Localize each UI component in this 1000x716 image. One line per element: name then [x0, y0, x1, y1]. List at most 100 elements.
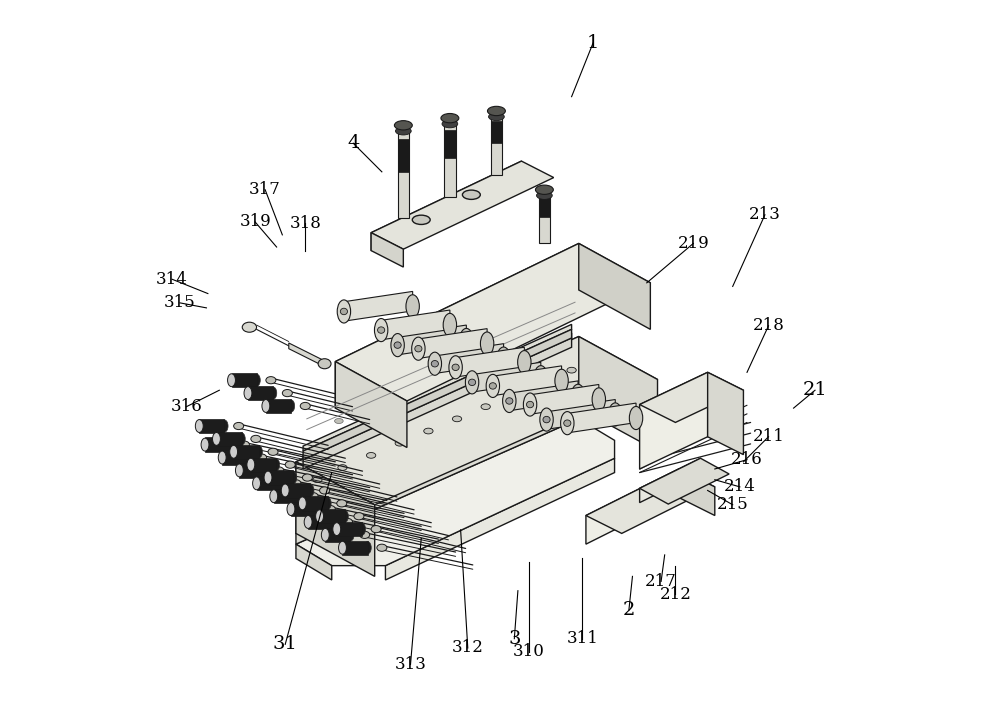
Polygon shape — [679, 469, 715, 516]
Text: 216: 216 — [731, 451, 763, 468]
Ellipse shape — [255, 445, 262, 458]
Ellipse shape — [341, 510, 348, 523]
Text: 212: 212 — [659, 586, 691, 603]
Ellipse shape — [324, 497, 331, 510]
Polygon shape — [285, 483, 310, 498]
Ellipse shape — [367, 404, 375, 408]
Ellipse shape — [503, 390, 516, 412]
Polygon shape — [539, 190, 550, 243]
Ellipse shape — [251, 435, 261, 442]
Ellipse shape — [337, 300, 351, 323]
Text: 214: 214 — [724, 478, 756, 495]
Ellipse shape — [262, 400, 270, 412]
Ellipse shape — [227, 438, 234, 451]
Polygon shape — [586, 469, 715, 533]
Ellipse shape — [320, 487, 330, 494]
Polygon shape — [303, 324, 572, 451]
Ellipse shape — [510, 341, 519, 346]
Ellipse shape — [266, 377, 276, 384]
Ellipse shape — [316, 510, 324, 523]
Polygon shape — [335, 243, 579, 408]
Ellipse shape — [300, 402, 310, 410]
Polygon shape — [456, 347, 524, 377]
Polygon shape — [232, 373, 257, 387]
Ellipse shape — [298, 497, 306, 510]
Ellipse shape — [272, 459, 280, 471]
Text: 317: 317 — [249, 181, 281, 198]
Text: 3: 3 — [508, 629, 521, 648]
Ellipse shape — [442, 120, 458, 128]
Ellipse shape — [441, 114, 459, 123]
Ellipse shape — [221, 420, 228, 432]
Polygon shape — [398, 125, 409, 218]
Ellipse shape — [218, 451, 226, 464]
Ellipse shape — [270, 387, 277, 400]
Ellipse shape — [338, 465, 347, 470]
Polygon shape — [325, 528, 350, 542]
Polygon shape — [640, 458, 700, 503]
Ellipse shape — [543, 417, 550, 422]
Ellipse shape — [474, 357, 483, 362]
Polygon shape — [435, 344, 504, 374]
Ellipse shape — [571, 384, 585, 407]
Ellipse shape — [526, 402, 534, 408]
Ellipse shape — [391, 334, 404, 357]
Ellipse shape — [234, 422, 244, 430]
Polygon shape — [320, 509, 345, 523]
Text: 219: 219 — [677, 235, 709, 252]
Polygon shape — [289, 343, 325, 367]
Text: 315: 315 — [164, 294, 196, 311]
Ellipse shape — [480, 332, 494, 355]
Polygon shape — [296, 419, 615, 566]
Ellipse shape — [242, 322, 257, 332]
Ellipse shape — [313, 503, 320, 516]
Polygon shape — [303, 333, 572, 460]
Ellipse shape — [403, 388, 411, 392]
Ellipse shape — [609, 403, 622, 426]
Text: 310: 310 — [513, 643, 545, 660]
Ellipse shape — [360, 531, 370, 538]
Ellipse shape — [462, 190, 480, 200]
Ellipse shape — [431, 361, 438, 367]
Polygon shape — [398, 325, 466, 355]
Ellipse shape — [366, 453, 376, 458]
Polygon shape — [493, 366, 562, 396]
Polygon shape — [381, 310, 450, 340]
Text: 1: 1 — [587, 34, 599, 52]
Ellipse shape — [378, 327, 385, 334]
Ellipse shape — [629, 407, 643, 430]
Ellipse shape — [538, 379, 548, 385]
Ellipse shape — [257, 454, 267, 461]
Ellipse shape — [244, 387, 252, 400]
Ellipse shape — [235, 464, 243, 477]
Ellipse shape — [308, 493, 318, 500]
Polygon shape — [579, 337, 658, 451]
Ellipse shape — [412, 337, 425, 360]
Polygon shape — [444, 118, 456, 197]
Ellipse shape — [394, 342, 401, 348]
Polygon shape — [530, 384, 599, 415]
Ellipse shape — [340, 309, 347, 315]
Ellipse shape — [567, 367, 576, 373]
Ellipse shape — [342, 518, 353, 526]
Polygon shape — [640, 458, 729, 504]
Ellipse shape — [278, 478, 285, 490]
Ellipse shape — [395, 440, 404, 446]
Text: 312: 312 — [452, 639, 484, 657]
Ellipse shape — [394, 121, 412, 130]
Polygon shape — [308, 515, 333, 529]
Ellipse shape — [364, 542, 371, 554]
Polygon shape — [303, 329, 572, 460]
Ellipse shape — [424, 428, 433, 434]
Ellipse shape — [486, 374, 500, 397]
Polygon shape — [444, 130, 456, 158]
Text: 314: 314 — [156, 271, 188, 288]
Polygon shape — [509, 381, 578, 411]
Ellipse shape — [534, 366, 548, 389]
Polygon shape — [491, 111, 502, 175]
Ellipse shape — [304, 516, 312, 528]
Ellipse shape — [261, 465, 268, 477]
Polygon shape — [257, 476, 282, 490]
Ellipse shape — [253, 374, 260, 387]
Polygon shape — [222, 450, 247, 465]
